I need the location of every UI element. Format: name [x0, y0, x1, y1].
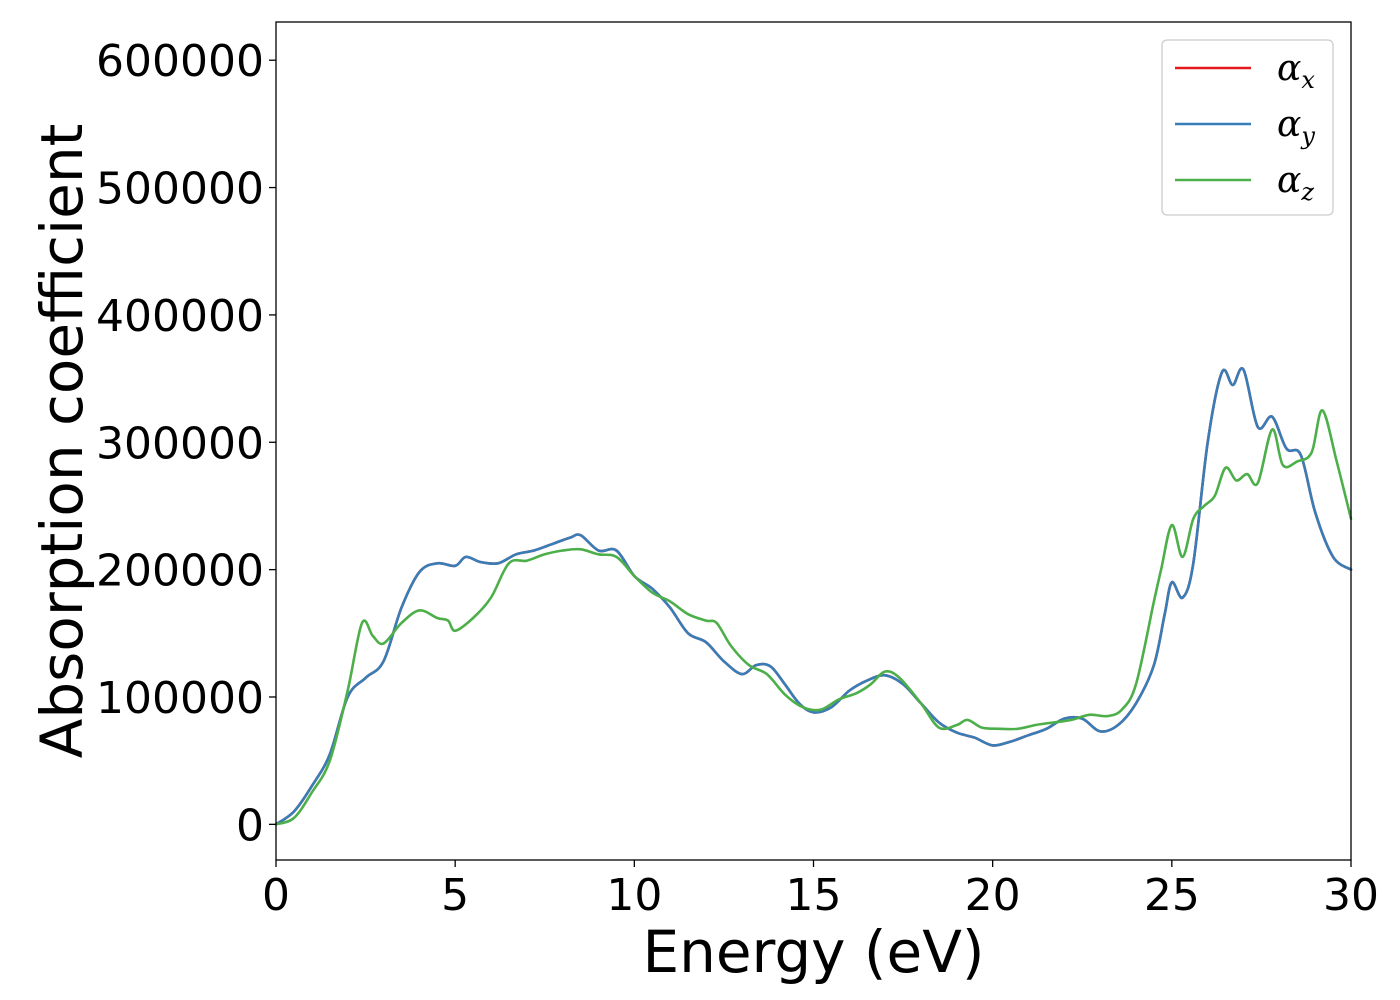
x-tick-label: 15 — [786, 870, 842, 921]
y-tick-label: 600000 — [96, 36, 264, 87]
x-axis-title: Energy (eV) — [642, 918, 984, 986]
y-tick-label: 0 — [236, 800, 264, 851]
x-tick-label: 20 — [965, 870, 1021, 921]
series-line-y — [274, 367, 1353, 826]
y-tick-label: 200000 — [96, 546, 264, 597]
y-axis-title: Absorption coefficient — [28, 124, 96, 759]
y-tick-label: 100000 — [96, 673, 264, 724]
y-tick-label: 500000 — [96, 164, 264, 215]
x-axis: 0 5 10 15 20 25 30 — [262, 860, 1379, 921]
y-axis: 0 100000 200000 300000 400000 500000 600000 — [96, 36, 276, 851]
legend-label-x: αx — [1277, 48, 1315, 94]
legend-label-y: αy — [1277, 104, 1315, 150]
x-tick-label: 0 — [262, 870, 290, 921]
legend: αx αy αz — [1161, 39, 1334, 216]
y-tick-label: 300000 — [96, 418, 264, 469]
x-tick-label: 10 — [606, 870, 662, 921]
x-tick-label: 30 — [1323, 870, 1379, 921]
x-tick-label: 25 — [1144, 870, 1200, 921]
x-tick-label: 5 — [441, 870, 469, 921]
y-tick-label: 400000 — [96, 291, 264, 342]
series-layer — [274, 367, 1353, 826]
series-line-z — [274, 409, 1353, 826]
legend-box — [1161, 39, 1334, 216]
legend-label-z: αz — [1277, 160, 1314, 206]
series-line-x — [274, 367, 1353, 826]
